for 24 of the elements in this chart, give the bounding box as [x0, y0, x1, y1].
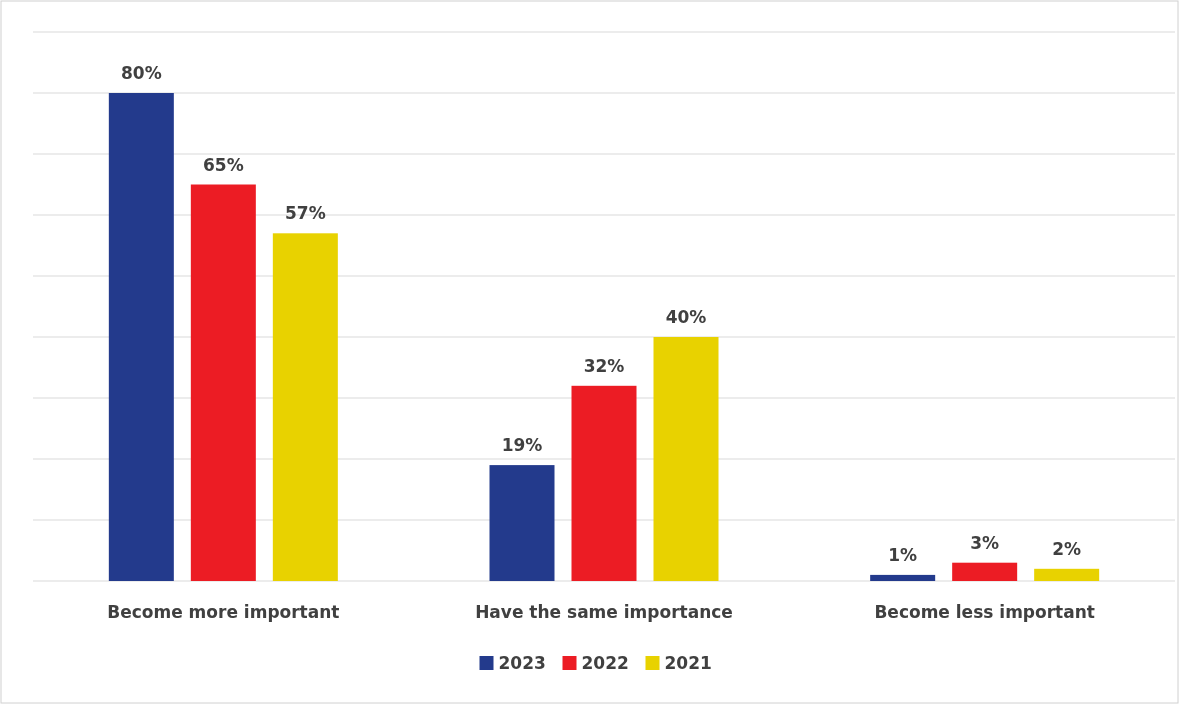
bar: [571, 385, 637, 581]
bar: [653, 337, 719, 581]
bar: [952, 562, 1018, 581]
bar: [272, 233, 338, 581]
x-tick-label: Become more important: [107, 602, 340, 622]
x-tick-label: Become less important: [874, 602, 1095, 622]
x-tick-label: Have the same importance: [475, 602, 733, 622]
data-label: 3%: [970, 532, 1000, 553]
data-label: 40%: [665, 307, 707, 327]
data-label: 65%: [202, 154, 244, 175]
data-label: 19%: [501, 435, 543, 456]
data-label: 1%: [888, 544, 918, 565]
data-label: 57%: [284, 203, 326, 224]
legend-label: 2022: [581, 652, 629, 673]
bar: [108, 93, 174, 581]
bar: [190, 184, 256, 581]
legend-label: 2023: [498, 652, 546, 673]
bar: [489, 465, 555, 581]
data-label: 2%: [1052, 538, 1082, 559]
data-label: 80%: [120, 63, 162, 83]
legend-label: 2021: [664, 652, 712, 673]
data-label: 32%: [583, 355, 625, 376]
bar: [1034, 568, 1100, 581]
bar: [870, 574, 936, 581]
